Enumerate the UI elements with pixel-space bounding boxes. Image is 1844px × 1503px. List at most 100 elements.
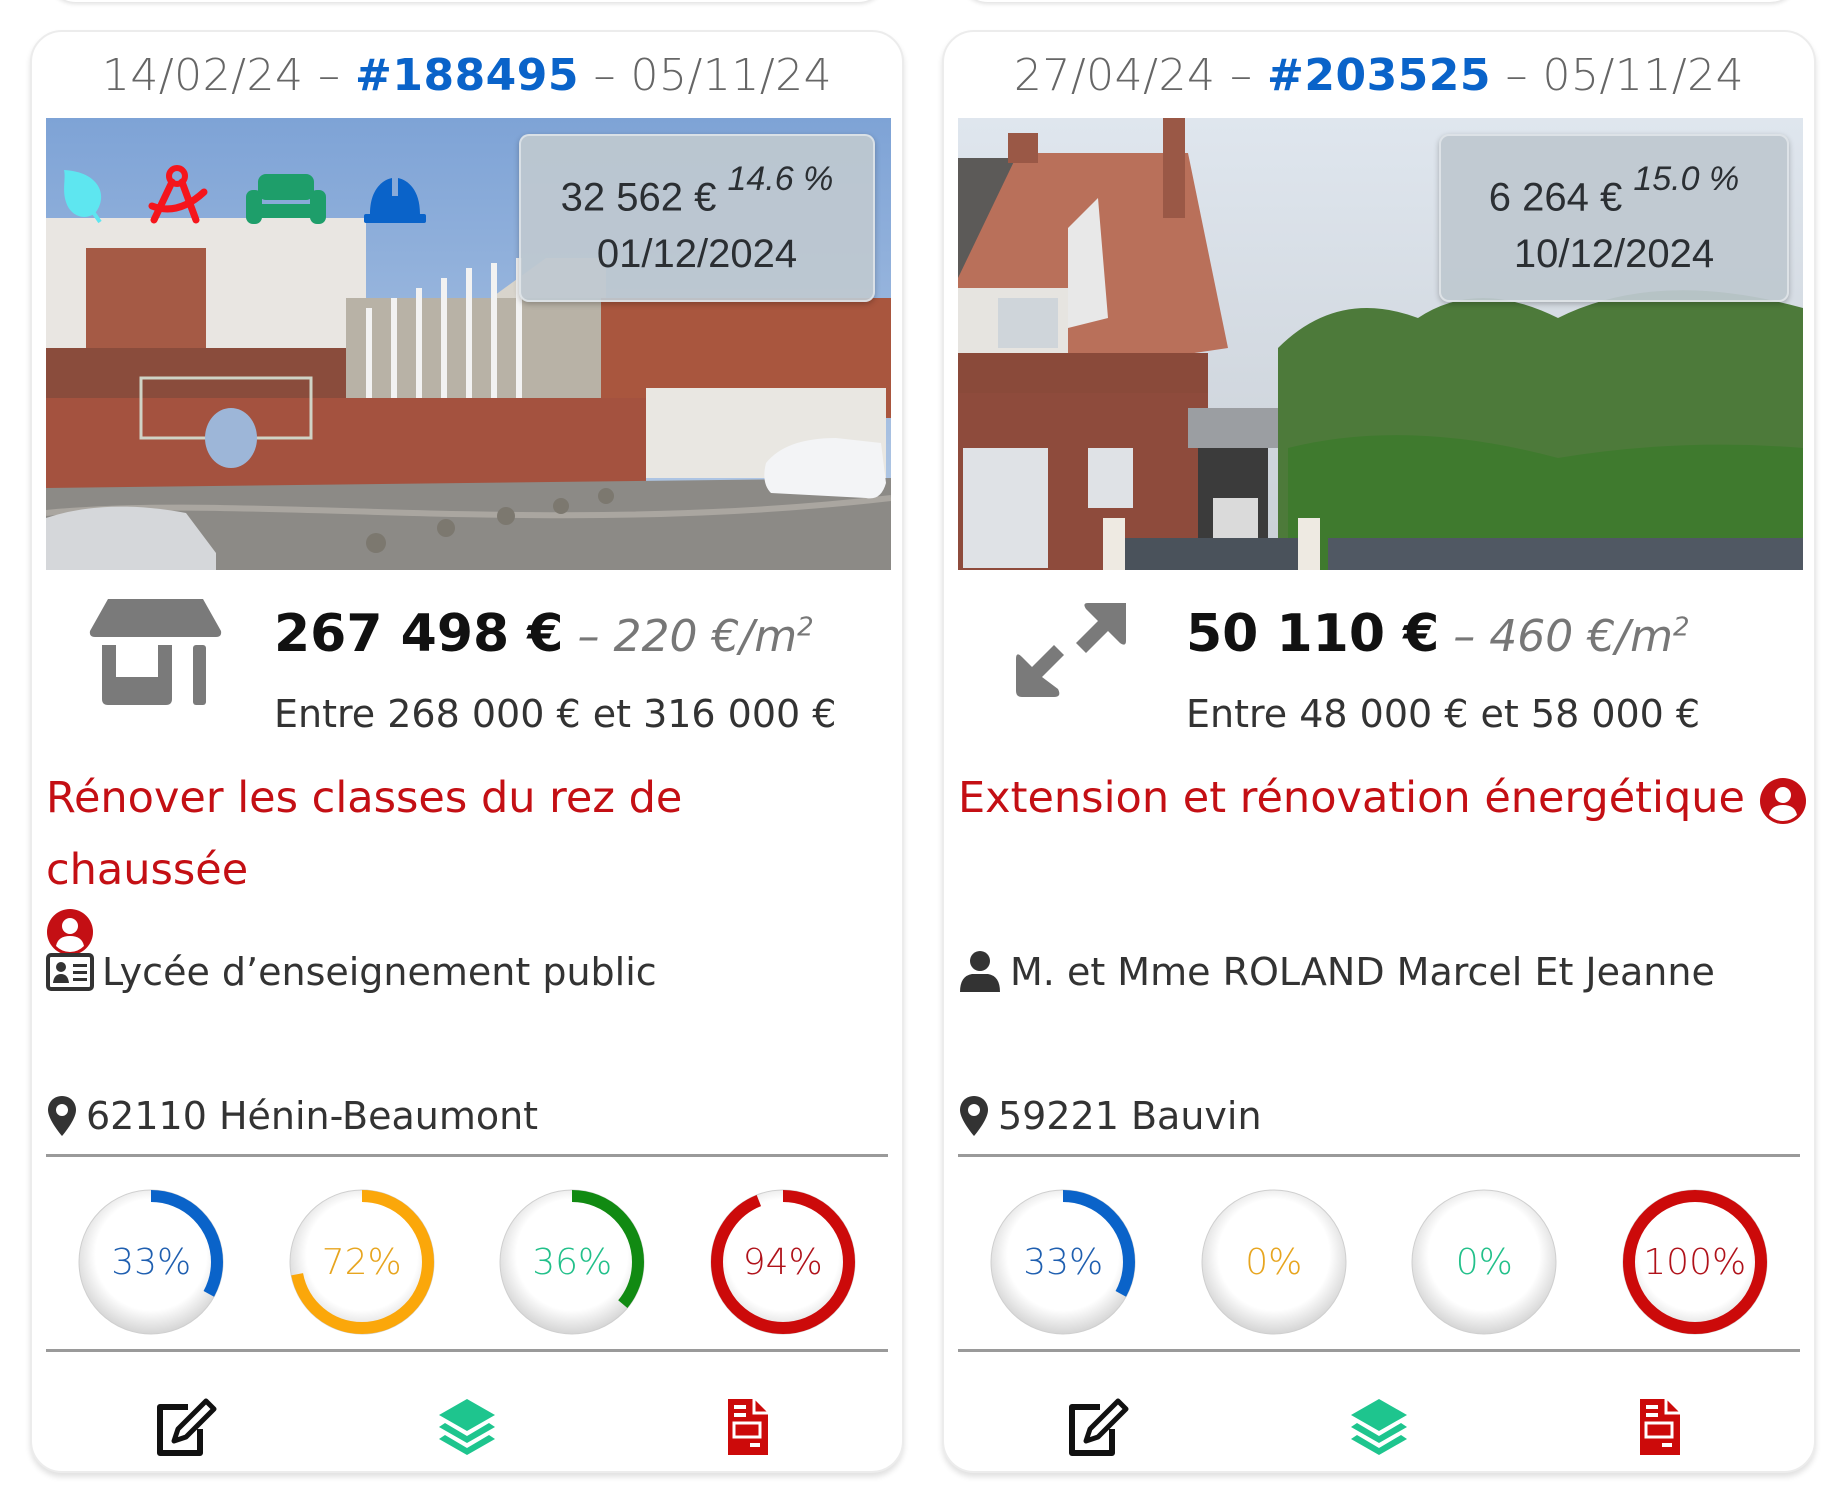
divider: [958, 1154, 1800, 1157]
gauge-label: 72%: [321, 1241, 402, 1283]
created-date: 14/02/24: [101, 50, 304, 101]
map-marker-icon: [48, 1096, 76, 1136]
progress-gauge: 94%: [708, 1187, 858, 1337]
project-card[interactable]: 14/02/24 – #188495 – 05/11/24: [30, 30, 904, 1473]
progress-gauge: 36%: [497, 1187, 647, 1337]
gauge-ring: [1201, 1189, 1347, 1335]
location-line: 59221 Bauvin: [958, 1094, 1262, 1138]
couch-icon: [246, 174, 326, 224]
progress-gauge: 33%: [76, 1187, 226, 1337]
edit-button[interactable]: [1058, 1387, 1138, 1467]
updated-date: 05/11/24: [1542, 50, 1745, 101]
progress-gauges: 33% 0% 0% 100%: [958, 1187, 1800, 1337]
pdf-file-icon: [1639, 1399, 1680, 1455]
estimate-overlay: 32 562 € 14.6 % 01/12/2024: [519, 134, 875, 302]
store-icon: [89, 599, 222, 705]
previous-card-edge: [46, 0, 888, 2]
card-header: 14/02/24 – #188495 – 05/11/24: [101, 50, 833, 101]
house-photo: [958, 118, 1803, 570]
gauge-ring: [499, 1189, 645, 1335]
gauge-ring: [990, 1189, 1136, 1335]
project-title[interactable]: Extension et rénovation énergétique: [958, 773, 1745, 823]
project-photo[interactable]: 6 264 € 15.0 % 10/12/2024: [958, 118, 1803, 570]
price-amount: 267 498 €: [274, 604, 564, 664]
layers-icon: [1350, 1399, 1407, 1455]
progress-gauge: 100%: [1620, 1187, 1770, 1337]
layers-icon: [438, 1399, 495, 1455]
owner-line: M. et Mme ROLAND Marcel Et Jeanne: [958, 950, 1715, 994]
estimate-overlay: 6 264 € 15.0 % 10/12/2024: [1439, 134, 1789, 302]
leaf-icon: [64, 170, 102, 224]
category-badges: [60, 164, 428, 224]
divider: [46, 1349, 888, 1352]
card-actions: [958, 1387, 1800, 1467]
updated-date: 05/11/24: [630, 50, 833, 101]
previous-card-edge: [958, 0, 1800, 2]
project-title-link[interactable]: Rénover les classes du rez de chaussée: [46, 762, 888, 956]
price-amount: 50 110 €: [1186, 604, 1440, 664]
price-range: Entre 48 000 € et 58 000 €: [1186, 692, 1701, 736]
gauge-ring: [1411, 1189, 1557, 1335]
progress-gauge: 0%: [1199, 1187, 1349, 1337]
card-actions: [46, 1387, 888, 1467]
project-card[interactable]: 27/04/24 – #203525 – 05/11/24: [942, 30, 1816, 1473]
map-marker-icon: [960, 1096, 988, 1136]
pdf-file-icon: [727, 1399, 768, 1455]
project-title[interactable]: Rénover les classes du rez de chaussée: [46, 773, 683, 895]
estimate-percent: 15.0 %: [1633, 160, 1740, 198]
price-line: 267 498 € – 220 €/m2: [274, 604, 814, 664]
progress-gauge: 33%: [988, 1187, 1138, 1337]
project-reference-link[interactable]: #203525: [1266, 50, 1492, 101]
owner-line: Lycée d’enseignement public: [46, 950, 657, 994]
location-text: 59221 Bauvin: [998, 1094, 1262, 1138]
progress-gauge: 72%: [287, 1187, 437, 1337]
gauge-label: 33%: [1023, 1241, 1104, 1283]
gauge-label: 94%: [742, 1241, 823, 1283]
price-line: 50 110 € – 460 €/m2: [1186, 604, 1690, 664]
expand-arrows-icon: [1016, 603, 1126, 697]
project-title-link[interactable]: Extension et rénovation énergétique: [958, 762, 1806, 834]
price-range: Entre 268 000 € et 316 000 €: [274, 692, 837, 736]
gauge-ring: [710, 1189, 856, 1335]
gauge-label: 0%: [1245, 1241, 1303, 1283]
edit-button[interactable]: [146, 1387, 226, 1467]
progress-gauges: 33% 72% 36% 94%: [46, 1187, 888, 1337]
compass-drafting-icon: [148, 165, 208, 224]
location-text: 62110 Hénin-Beaumont: [86, 1094, 539, 1138]
card-header: 27/04/24 – #203525 – 05/11/24: [1013, 50, 1745, 101]
id-card-icon: [46, 953, 94, 991]
gauge-label: 33%: [111, 1241, 192, 1283]
user-circle-icon[interactable]: [1759, 777, 1807, 825]
owner-name: Lycée d’enseignement public: [102, 950, 657, 994]
gauge-ring: [78, 1189, 224, 1335]
project-photo[interactable]: 32 562 € 14.6 % 01/12/2024: [46, 118, 891, 570]
pdf-button[interactable]: [708, 1387, 788, 1467]
price-per-m2: 460 €/m2: [1489, 611, 1690, 662]
gauge-label: 36%: [532, 1241, 613, 1283]
layers-button[interactable]: [1339, 1387, 1419, 1467]
estimate-date: 10/12/2024: [1513, 232, 1715, 276]
divider: [958, 1349, 1800, 1352]
edit-icon: [1069, 1398, 1129, 1456]
layers-button[interactable]: [427, 1387, 507, 1467]
estimate-amount: 6 264 €: [1488, 175, 1623, 220]
project-reference-link[interactable]: #188495: [354, 50, 580, 101]
edit-icon: [157, 1398, 217, 1456]
hard-hat-icon: [364, 178, 426, 223]
pdf-button[interactable]: [1620, 1387, 1700, 1467]
progress-gauge: 0%: [1409, 1187, 1559, 1337]
created-date: 27/04/24: [1013, 50, 1216, 101]
gauge-ring: [289, 1189, 435, 1335]
divider: [46, 1154, 888, 1157]
gauge-ring: [1622, 1189, 1768, 1335]
gauge-label: 100%: [1643, 1241, 1747, 1283]
user-circle-icon[interactable]: [46, 908, 94, 956]
owner-name: M. et Mme ROLAND Marcel Et Jeanne: [1010, 950, 1715, 994]
estimate-percent: 14.6 %: [727, 160, 834, 198]
estimate-date: 01/12/2024: [596, 232, 798, 276]
gauge-label: 0%: [1455, 1241, 1513, 1283]
location-line: 62110 Hénin-Beaumont: [46, 1094, 538, 1138]
estimate-amount: 32 562 €: [560, 175, 717, 220]
price-per-m2: 220 €/m2: [613, 611, 814, 662]
user-icon: [960, 951, 1000, 992]
